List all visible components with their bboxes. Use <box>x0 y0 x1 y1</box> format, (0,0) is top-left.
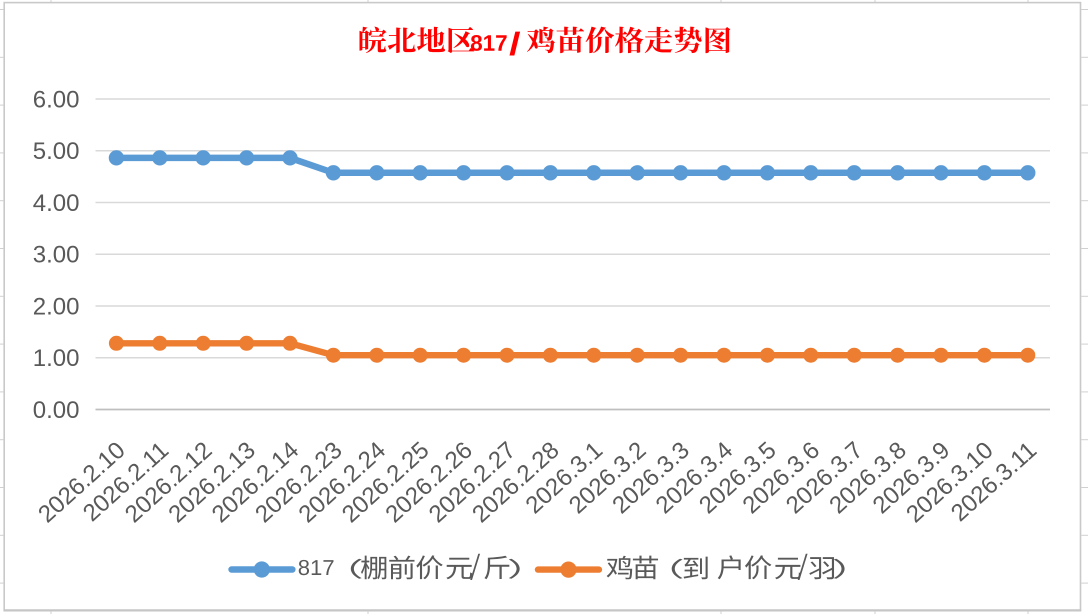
svg-text:4.00: 4.00 <box>33 190 80 217</box>
svg-text:1.00: 1.00 <box>33 345 80 372</box>
svg-text:3.00: 3.00 <box>33 242 80 269</box>
svg-text:2.00: 2.00 <box>33 293 80 320</box>
svg-text:0.00: 0.00 <box>33 397 80 424</box>
svg-text:5.00: 5.00 <box>33 138 80 165</box>
svg-text:6.00: 6.00 <box>33 86 80 113</box>
